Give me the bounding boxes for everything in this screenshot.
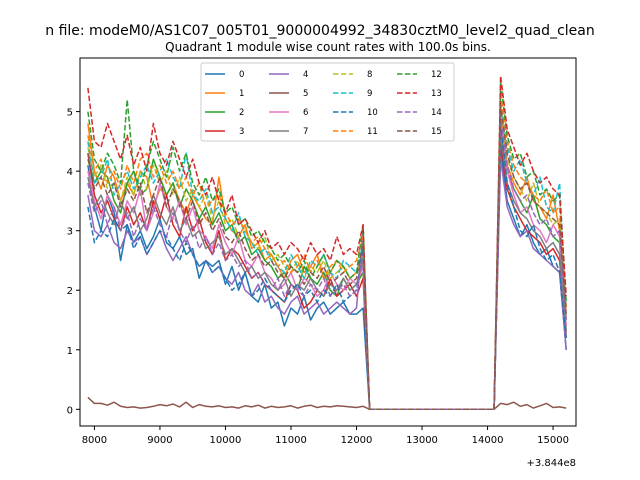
- legend-box: [200, 62, 455, 142]
- y-tick-label: 4: [67, 167, 73, 178]
- legend-label: 7: [303, 127, 308, 137]
- x-tick-label: 10000: [210, 435, 242, 446]
- legend-label: 6: [303, 108, 308, 118]
- x-tick-label: 8000: [82, 435, 107, 446]
- y-tick-label: 1: [67, 346, 73, 357]
- legend-label: 10: [367, 108, 378, 118]
- series-line-15: [87, 104, 567, 411]
- legend-label: 0: [239, 70, 244, 80]
- y-axis: 0 1 2 3 4 5: [67, 108, 80, 416]
- legend-label: 2: [239, 108, 244, 118]
- y-tick-label: 0: [67, 405, 73, 416]
- legend-label: 5: [303, 89, 308, 99]
- x-tick-label: 11000: [275, 435, 307, 446]
- y-tick-label: 2: [67, 286, 73, 297]
- x-offset-label: +3.844e8: [526, 458, 576, 469]
- legend-label: 9: [367, 89, 372, 99]
- axes-frame: [79, 57, 577, 427]
- legend-label: 15: [431, 127, 442, 137]
- x-tick-label: 14000: [472, 435, 504, 446]
- x-tick-label: 9000: [147, 435, 172, 446]
- legend-label: 3: [239, 127, 244, 137]
- y-tick-label: 5: [67, 108, 73, 119]
- legend-label: 8: [367, 70, 372, 80]
- x-tick-label: 12000: [341, 435, 373, 446]
- chart-suptitle: n file: modeM0/AS1C07_005T01_9000004992_…: [45, 23, 594, 39]
- legend-label: 4: [303, 70, 308, 80]
- x-tick-label: 13000: [406, 435, 438, 446]
- legend-label: 11: [367, 127, 378, 137]
- legend-label: 13: [431, 89, 442, 99]
- legend-label: 14: [431, 108, 442, 118]
- legend-label: 1: [239, 89, 244, 99]
- legend-label: 12: [431, 70, 442, 80]
- y-tick-label: 3: [67, 227, 73, 238]
- x-axis: 8000 9000 10000 11000 12000 13000 14000 15000: [82, 426, 569, 446]
- chart-title: Quadrant 1 module wise count rates with …: [165, 40, 491, 54]
- x-tick-label: 15000: [537, 435, 569, 446]
- series-line-14: [87, 116, 567, 411]
- series-group: [87, 75, 567, 411]
